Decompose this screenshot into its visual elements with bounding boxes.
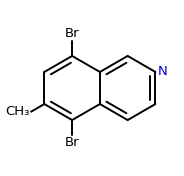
Text: Br: Br bbox=[65, 27, 79, 40]
Text: N: N bbox=[158, 65, 168, 78]
Text: Br: Br bbox=[65, 136, 79, 149]
Text: CH₃: CH₃ bbox=[6, 105, 30, 118]
